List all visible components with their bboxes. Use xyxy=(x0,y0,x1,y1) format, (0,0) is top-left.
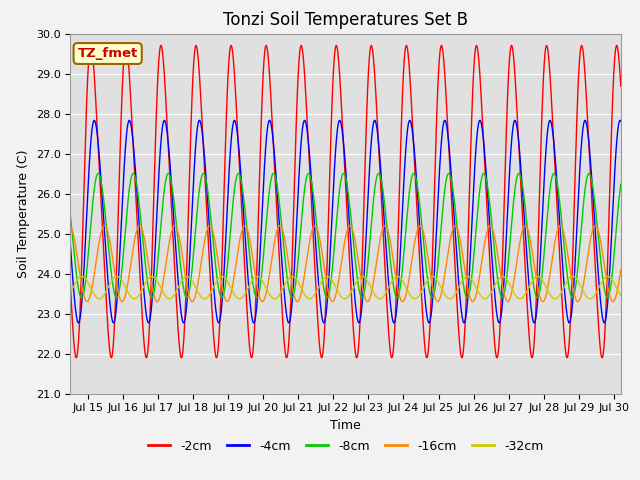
Y-axis label: Soil Temperature (C): Soil Temperature (C) xyxy=(17,149,30,278)
-2cm xyxy=(388,355,396,360)
-8cm xyxy=(278,226,286,232)
Legend: -2cm, -4cm, -8cm, -16cm, -32cm: -2cm, -4cm, -8cm, -16cm, -32cm xyxy=(143,434,548,457)
-4cm xyxy=(90,118,98,123)
-32cm xyxy=(486,291,494,297)
Line: -32cm: -32cm xyxy=(70,276,621,299)
-16cm xyxy=(387,243,395,249)
-16cm xyxy=(539,299,547,304)
-4cm xyxy=(75,320,83,326)
Line: -2cm: -2cm xyxy=(70,46,621,358)
-8cm xyxy=(387,265,395,271)
-4cm xyxy=(403,141,410,146)
-8cm xyxy=(325,289,333,295)
-2cm xyxy=(325,192,333,198)
Line: -4cm: -4cm xyxy=(70,120,621,323)
-4cm xyxy=(486,232,494,238)
-16cm xyxy=(486,223,494,228)
Line: -16cm: -16cm xyxy=(70,226,621,301)
-2cm xyxy=(387,353,395,359)
-8cm xyxy=(486,205,494,211)
-8cm xyxy=(86,235,93,241)
Line: -8cm: -8cm xyxy=(70,173,621,298)
-32cm xyxy=(551,296,559,301)
-8cm xyxy=(77,295,85,300)
-16cm xyxy=(617,267,625,273)
-2cm xyxy=(486,267,494,273)
-16cm xyxy=(403,291,410,297)
-4cm xyxy=(67,242,74,248)
-4cm xyxy=(617,118,625,124)
-16cm xyxy=(67,223,74,229)
Text: TZ_fmet: TZ_fmet xyxy=(77,47,138,60)
-4cm xyxy=(326,266,333,272)
-8cm xyxy=(617,181,625,187)
-32cm xyxy=(67,290,74,296)
-32cm xyxy=(325,274,333,280)
-4cm xyxy=(278,262,286,268)
-16cm xyxy=(325,293,333,299)
-16cm xyxy=(100,223,108,228)
-8cm xyxy=(67,213,74,219)
-16cm xyxy=(278,226,286,231)
-2cm xyxy=(86,48,93,54)
-8cm xyxy=(550,170,558,176)
-2cm xyxy=(67,282,74,288)
-32cm xyxy=(113,274,121,279)
-2cm xyxy=(403,43,410,48)
-16cm xyxy=(86,295,93,301)
X-axis label: Time: Time xyxy=(330,419,361,432)
-32cm xyxy=(387,280,395,286)
-2cm xyxy=(278,303,285,309)
-32cm xyxy=(617,293,625,299)
-2cm xyxy=(543,43,550,48)
-32cm xyxy=(403,285,410,290)
Title: Tonzi Soil Temperatures Set B: Tonzi Soil Temperatures Set B xyxy=(223,11,468,29)
-4cm xyxy=(387,309,395,314)
-2cm xyxy=(617,83,625,89)
-32cm xyxy=(86,283,93,288)
-32cm xyxy=(278,288,286,293)
-4cm xyxy=(86,156,93,161)
-8cm xyxy=(403,224,410,230)
